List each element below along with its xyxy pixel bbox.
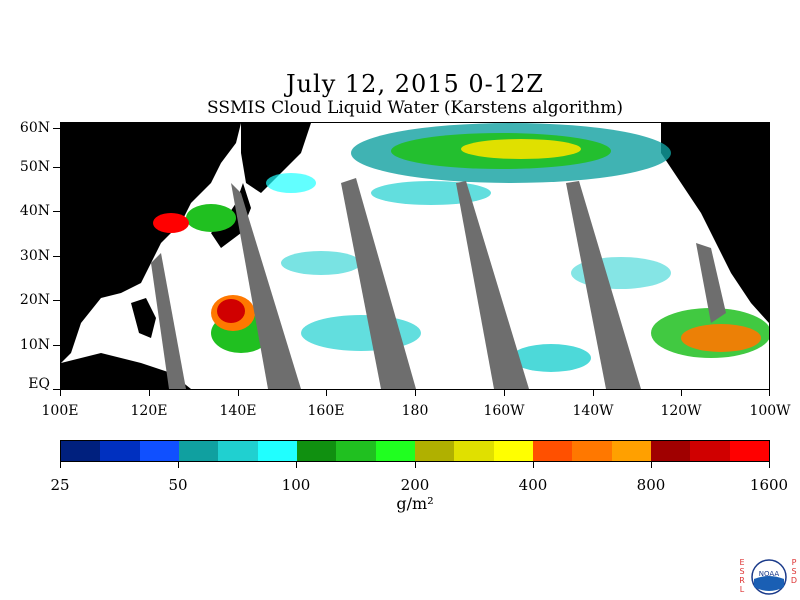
colorbar-swatch xyxy=(336,441,376,461)
lon-label: 120W xyxy=(660,403,702,419)
lat-label: EQ xyxy=(28,376,50,392)
lon-tick xyxy=(504,390,505,396)
lon-tick xyxy=(769,390,770,396)
map-subtitle: SSMIS Cloud Liquid Water (Karstens algor… xyxy=(207,98,623,118)
colorbar-label: 25 xyxy=(50,476,70,494)
lon-tick xyxy=(60,390,61,396)
colorbar-swatch xyxy=(572,441,612,461)
lon-tick xyxy=(593,390,594,396)
land-masses xyxy=(61,123,769,389)
lon-label: 140W xyxy=(572,403,614,419)
philippines xyxy=(131,298,156,338)
lat-label: 20N xyxy=(19,292,50,308)
colorbar-label: 400 xyxy=(518,476,548,494)
colorbar-label: 100 xyxy=(281,476,311,494)
lon-tick xyxy=(326,390,327,396)
lat-label: 30N xyxy=(19,248,50,264)
colorbar-swatch xyxy=(454,441,494,461)
swath-gaps xyxy=(151,178,726,389)
lat-tick xyxy=(53,256,60,257)
colorbar-tick xyxy=(178,462,179,468)
colorbar-units: g/m² xyxy=(396,494,434,513)
colorbar-swatch xyxy=(611,441,651,461)
map-panel xyxy=(60,122,770,390)
colorbar-swatch xyxy=(178,441,219,461)
colorbar-label: 1600 xyxy=(749,476,789,494)
lat-tick xyxy=(53,167,60,168)
colorbar-tick xyxy=(60,462,61,468)
kamchatka xyxy=(241,123,311,193)
colorbar-tick xyxy=(296,462,297,468)
colorbar-swatch xyxy=(493,441,533,461)
north-america xyxy=(661,123,769,323)
map-title: July 12, 2015 0-12Z xyxy=(285,70,545,98)
colorbar-tick xyxy=(769,462,770,468)
cloud-water-map xyxy=(61,123,769,389)
lon-label: 100W xyxy=(749,403,791,419)
colorbar-swatch xyxy=(296,441,337,461)
colorbar-label: 200 xyxy=(400,476,430,494)
colorbar-swatch xyxy=(100,441,140,461)
lon-label: 160W xyxy=(483,403,525,419)
colorbar-label: 800 xyxy=(636,476,666,494)
lat-tick xyxy=(53,211,60,212)
colorbar-swatch xyxy=(414,441,455,461)
colorbar-swatch xyxy=(729,441,769,461)
colorbar-swatch xyxy=(139,441,179,461)
lat-label: 50N xyxy=(19,159,50,175)
lon-label: 140E xyxy=(219,403,257,419)
lon-tick xyxy=(238,390,239,396)
lat-label: 40N xyxy=(19,203,50,219)
colorbar-swatch xyxy=(218,441,258,461)
lon-tick xyxy=(149,390,150,396)
noaa-emblem-icon: NOAA xyxy=(751,559,787,595)
lon-label: 120E xyxy=(130,403,168,419)
logo-left-letters: E S R L xyxy=(739,558,745,594)
colorbar-tick xyxy=(651,462,652,468)
colorbar-swatch xyxy=(61,441,101,461)
colorbar-tick xyxy=(415,462,416,468)
logo-right-letters: P S D xyxy=(790,558,798,585)
colorbar xyxy=(60,440,770,462)
lon-tick xyxy=(415,390,416,396)
asia-landmass xyxy=(61,123,241,363)
indonesia xyxy=(61,353,191,389)
colorbar-swatch xyxy=(532,441,573,461)
colorbar-swatch xyxy=(375,441,415,461)
colorbar-swatch xyxy=(257,441,297,461)
colorbar-swatch xyxy=(650,441,691,461)
svg-text:NOAA: NOAA xyxy=(759,570,780,578)
lon-label: 100E xyxy=(41,403,79,419)
lat-label: 10N xyxy=(19,337,50,353)
colorbar-swatch xyxy=(690,441,730,461)
lat-tick xyxy=(53,345,60,346)
lon-label: 180 xyxy=(401,403,429,419)
lat-label: 60N xyxy=(19,120,50,136)
colorbar-tick xyxy=(533,462,534,468)
lon-tick xyxy=(681,390,682,396)
lon-label: 160E xyxy=(307,403,345,419)
noaa-logo: E S R L NOAA P S D xyxy=(738,558,798,600)
colorbar-label: 50 xyxy=(168,476,188,494)
lat-tick xyxy=(53,128,60,129)
lat-tick xyxy=(53,389,60,390)
lat-tick xyxy=(53,300,60,301)
